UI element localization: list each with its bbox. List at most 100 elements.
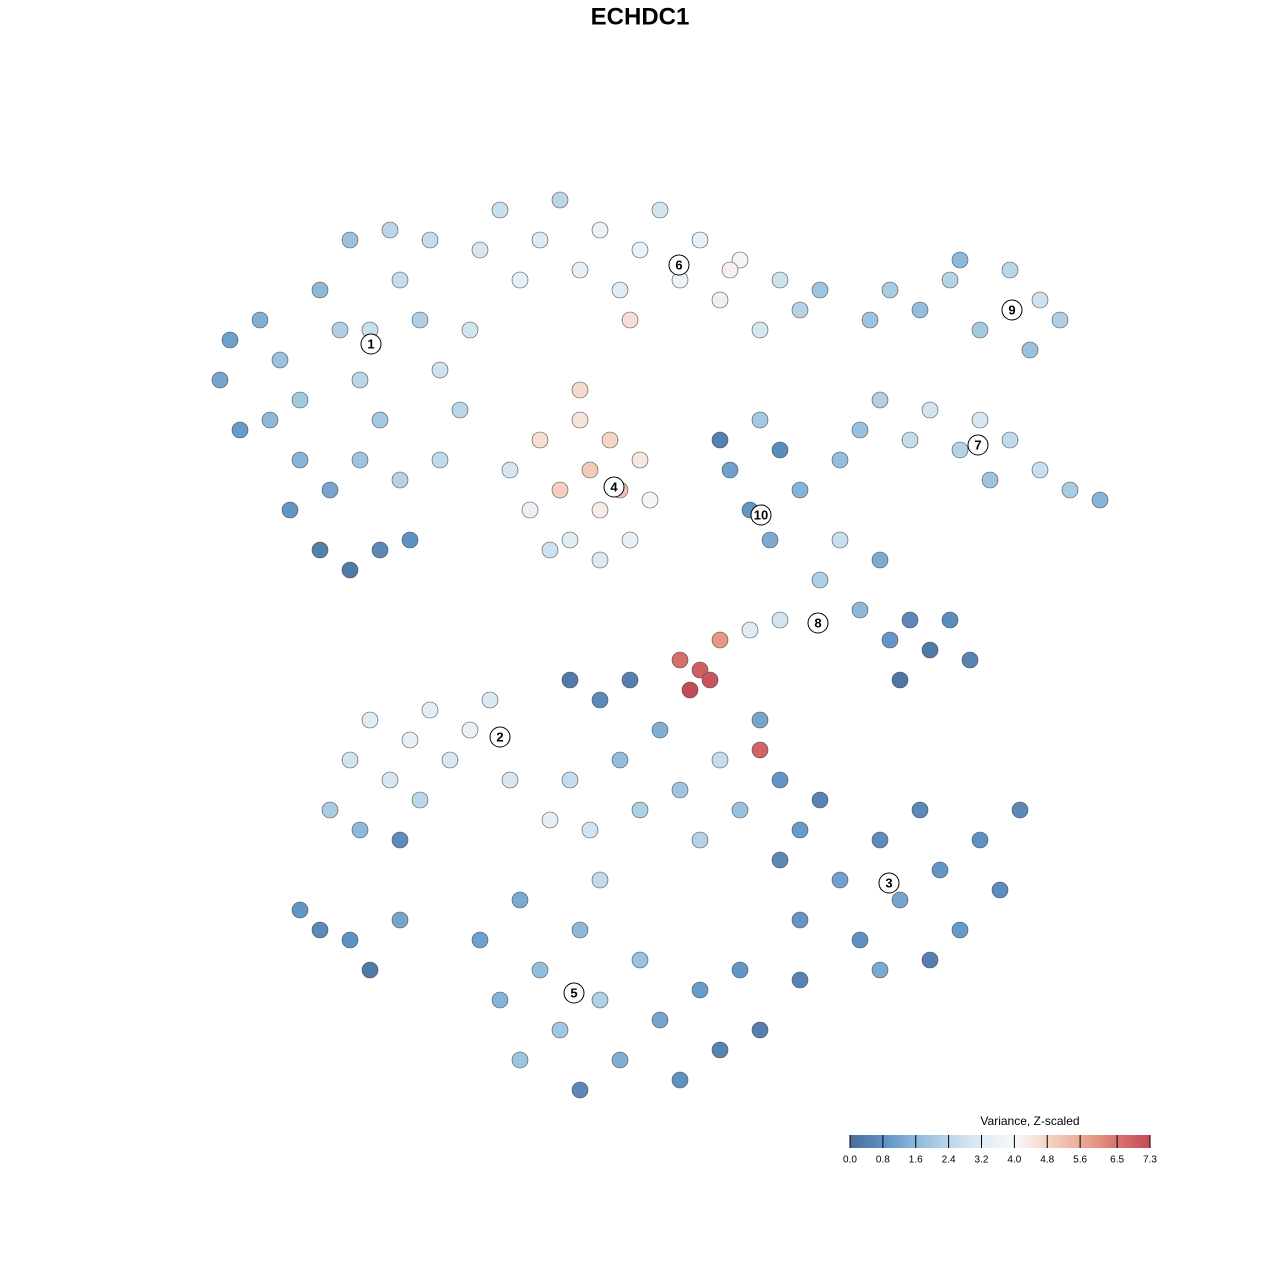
point — [711, 631, 729, 649]
point — [851, 421, 869, 439]
point — [1011, 801, 1029, 819]
point — [791, 911, 809, 929]
cluster-label-badge — [967, 434, 989, 456]
point — [911, 301, 929, 319]
point — [971, 321, 989, 339]
point — [611, 281, 629, 299]
point — [751, 741, 769, 759]
point — [391, 471, 409, 489]
point — [291, 901, 309, 919]
cluster-label: 10 — [754, 507, 768, 522]
chart-title: ECHDC1 — [591, 3, 690, 30]
point — [521, 501, 539, 519]
cluster-label-badge — [668, 254, 690, 276]
point — [921, 641, 939, 659]
point — [941, 611, 959, 629]
point — [711, 291, 729, 309]
colorbar-tick-label: 0.8 — [876, 1155, 890, 1166]
point — [461, 321, 479, 339]
point — [771, 771, 789, 789]
point — [711, 1041, 729, 1059]
point — [441, 751, 459, 769]
point — [601, 431, 619, 449]
point — [921, 951, 939, 969]
point — [251, 311, 269, 329]
point — [371, 411, 389, 429]
point — [811, 791, 829, 809]
point — [631, 951, 649, 969]
point — [691, 661, 709, 679]
point — [381, 771, 399, 789]
point — [751, 1021, 769, 1039]
cluster-label: 5 — [570, 985, 577, 1000]
point — [891, 891, 909, 909]
point — [651, 721, 669, 739]
point — [691, 981, 709, 999]
cluster-label: 6 — [675, 257, 682, 272]
point — [411, 311, 429, 329]
point — [981, 471, 999, 489]
point — [461, 721, 479, 739]
point — [391, 831, 409, 849]
point — [651, 1011, 669, 1029]
point — [1021, 341, 1039, 359]
point — [501, 461, 519, 479]
point — [941, 271, 959, 289]
point — [621, 531, 639, 549]
point — [571, 411, 589, 429]
cluster-label: 4 — [610, 479, 618, 494]
point — [971, 831, 989, 849]
cluster-label: 7 — [974, 437, 981, 452]
point — [651, 201, 669, 219]
point — [471, 931, 489, 949]
point — [711, 751, 729, 769]
point — [221, 331, 239, 349]
point — [581, 461, 599, 479]
point — [571, 261, 589, 279]
point — [511, 1051, 529, 1069]
point — [681, 681, 699, 699]
point — [631, 241, 649, 259]
point — [751, 411, 769, 429]
colorbar-tick-label: 4.8 — [1040, 1155, 1054, 1166]
point — [421, 701, 439, 719]
point — [541, 811, 559, 829]
point — [1091, 491, 1109, 509]
point — [1001, 431, 1019, 449]
point — [911, 801, 929, 819]
point — [341, 931, 359, 949]
point — [391, 271, 409, 289]
point — [1001, 261, 1019, 279]
point — [331, 321, 349, 339]
point — [951, 441, 969, 459]
point — [951, 921, 969, 939]
point — [431, 361, 449, 379]
point — [771, 441, 789, 459]
point — [1061, 481, 1079, 499]
point — [571, 381, 589, 399]
point — [561, 771, 579, 789]
point — [511, 271, 529, 289]
cluster-labels: 1 2 3 4 5 6 7 8 9 10 — [360, 254, 1023, 1004]
point — [701, 671, 719, 689]
colorbar-tick-label: 3.2 — [975, 1155, 989, 1166]
point — [731, 801, 749, 819]
cluster-label: 2 — [496, 729, 503, 744]
point — [531, 431, 549, 449]
cluster-label-badge — [563, 982, 585, 1004]
point — [621, 671, 639, 689]
point — [591, 221, 609, 239]
point — [631, 451, 649, 469]
point — [791, 301, 809, 319]
point — [351, 371, 369, 389]
point — [771, 611, 789, 629]
point — [611, 751, 629, 769]
point — [771, 851, 789, 869]
point — [671, 651, 689, 669]
point — [611, 1051, 629, 1069]
point — [311, 921, 329, 939]
colorbar-tick-label: 5.6 — [1073, 1155, 1087, 1166]
point — [581, 821, 599, 839]
point — [671, 1071, 689, 1089]
